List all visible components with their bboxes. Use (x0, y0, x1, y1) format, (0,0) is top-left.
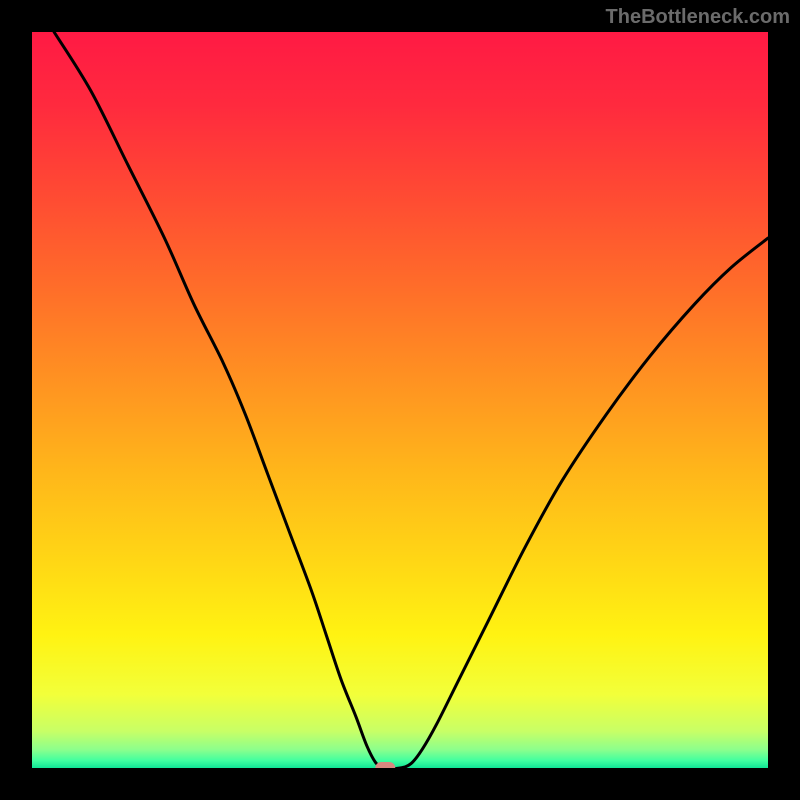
chart-container: TheBottleneck.com (0, 0, 800, 800)
gradient-background (32, 32, 768, 768)
watermark-text: TheBottleneck.com (606, 6, 790, 29)
bottleneck-curve-chart (0, 0, 800, 800)
plot-area (32, 32, 768, 774)
